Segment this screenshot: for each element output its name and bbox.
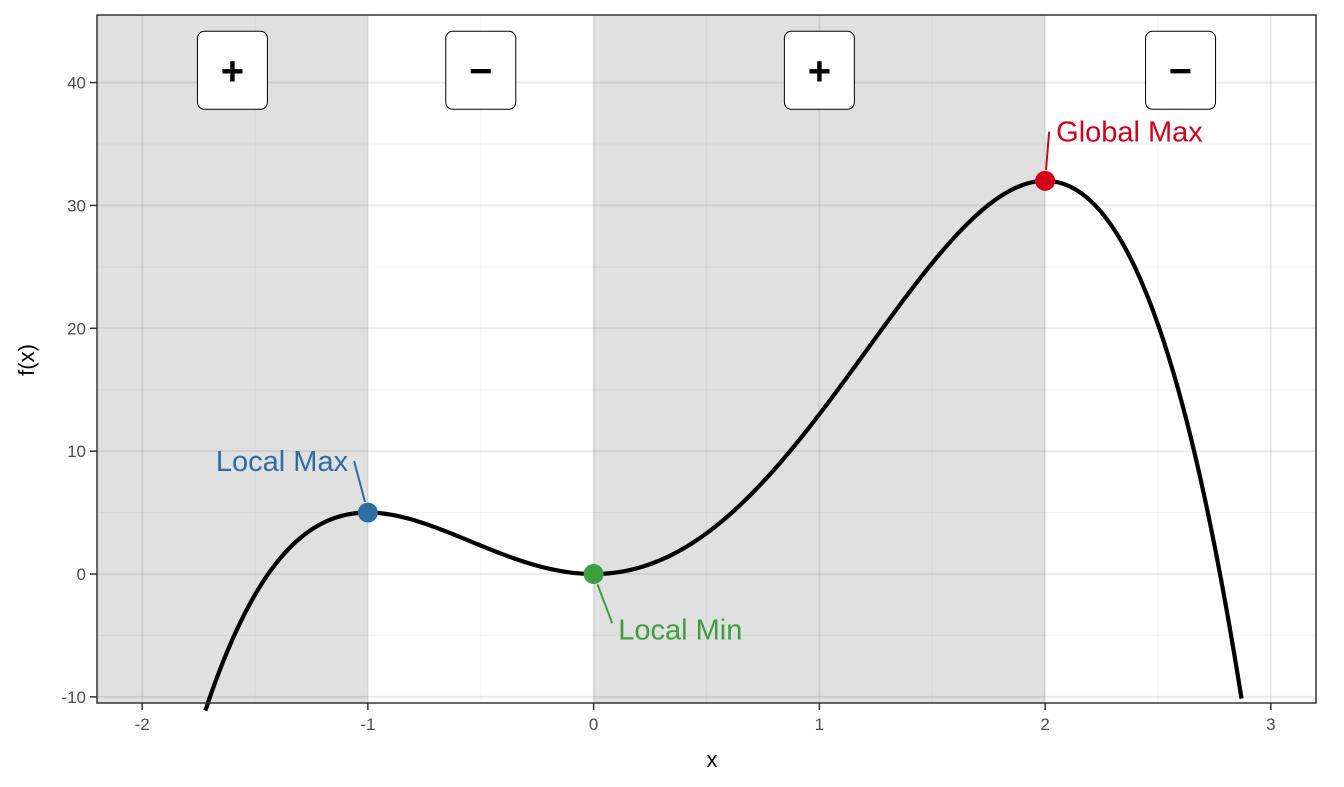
x-tick-label-0: -2 <box>135 715 150 734</box>
y-tick-label-0: -10 <box>61 688 86 707</box>
sign-label-3: − <box>1169 49 1192 93</box>
point-leader-1 <box>596 583 614 624</box>
y-tick-label-5: 40 <box>67 74 86 93</box>
critical-points: Local Max Local Min Global Max <box>216 117 1203 647</box>
sign-label-0: + <box>221 49 244 93</box>
y-tick-label-4: 30 <box>67 196 86 215</box>
function-curve-group <box>203 178 1244 712</box>
shaded-region-0 <box>97 15 368 703</box>
panel-border-group <box>96 14 1317 704</box>
point-marker-2 <box>1035 170 1056 191</box>
point-leader-0 <box>353 460 367 503</box>
x-tick-label-2: 0 <box>589 715 598 734</box>
grid-lines <box>97 15 1316 703</box>
shaded-region-2 <box>593 15 1046 703</box>
point-marker-1 <box>583 564 604 584</box>
y-tick-label-3: 20 <box>67 319 86 338</box>
point-label-1: Local Min <box>618 614 742 646</box>
x-tick-label-1: -1 <box>360 715 375 734</box>
y-axis-title: f(x) <box>14 344 39 376</box>
sign-box-2 <box>783 30 855 110</box>
x-axis-title: x <box>707 747 718 772</box>
y-tick-label-2: 10 <box>67 442 86 461</box>
shaded-regions <box>97 15 1316 703</box>
x-tick-label-4: 2 <box>1040 715 1049 734</box>
point-leader-2 <box>1045 131 1051 170</box>
panel-border <box>96 14 1317 704</box>
y-tick-label-1: 0 <box>77 565 86 584</box>
point-marker-0 <box>357 502 378 523</box>
point-label-0: Local Max <box>216 446 349 478</box>
sign-boxes: + − + − <box>196 30 1217 110</box>
sign-label-1: − <box>469 49 492 93</box>
function-curve <box>203 178 1244 712</box>
sign-box-3 <box>1145 30 1217 110</box>
sign-box-1 <box>445 30 517 110</box>
sign-box-0 <box>196 30 268 110</box>
point-label-2: Global Max <box>1056 117 1203 149</box>
x-tick-label-3: 1 <box>815 715 824 734</box>
x-tick-label-5: 3 <box>1266 715 1275 734</box>
sign-label-2: + <box>808 49 831 93</box>
